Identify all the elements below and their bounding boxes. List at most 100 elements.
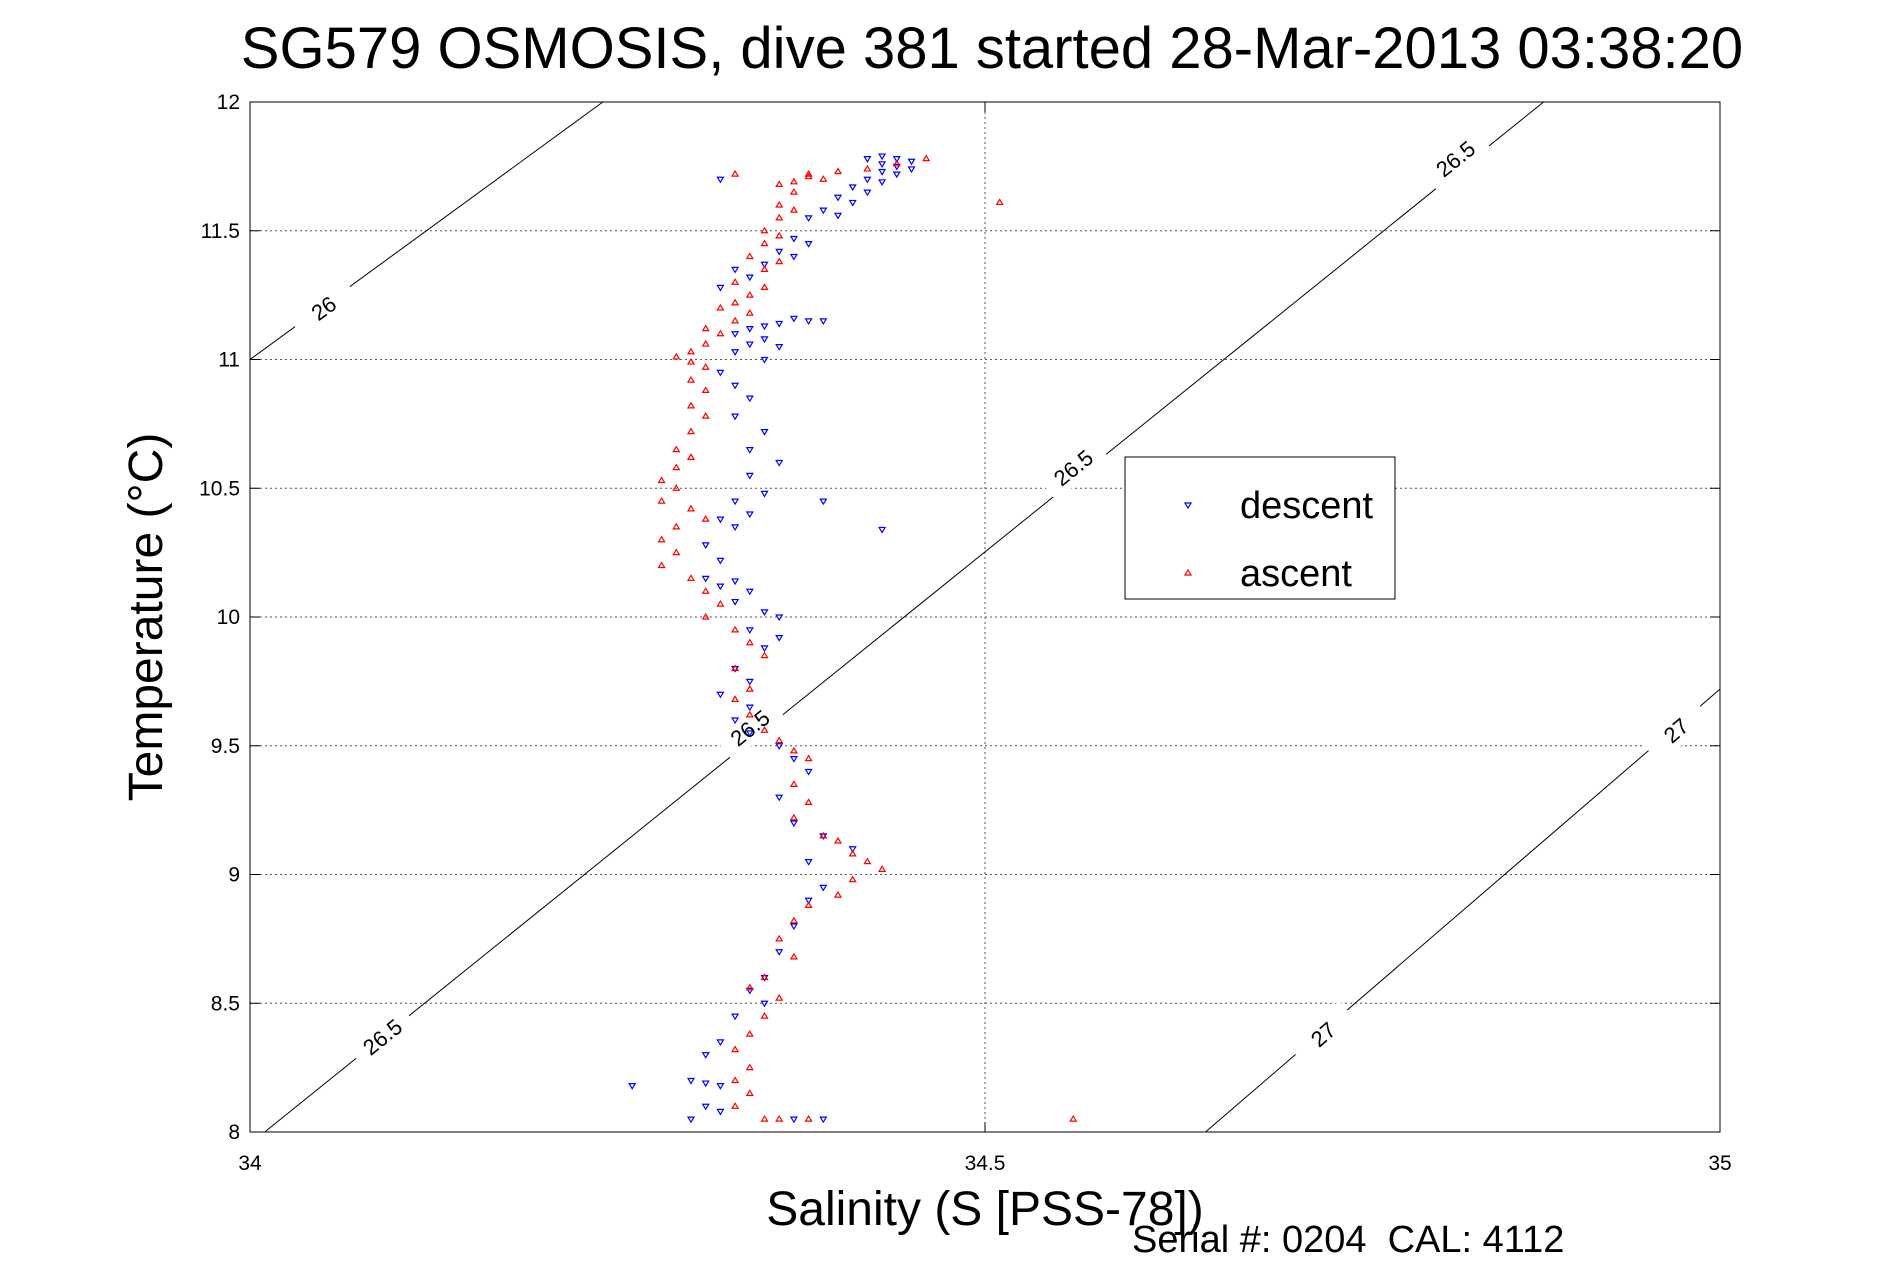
- ascent-point: [701, 339, 710, 347]
- ascent-point: [686, 357, 696, 365]
- ascent-point: [657, 476, 666, 484]
- descent-point: [716, 691, 725, 699]
- ascent-point: [892, 159, 901, 167]
- ascent-point: [789, 205, 798, 213]
- descent-point: [731, 598, 740, 606]
- descent-point: [701, 575, 710, 583]
- contour-label-bg: [346, 1003, 419, 1070]
- ascent-point: [775, 257, 784, 265]
- y-axis-ticks: 8 8.5 9 9.5 10 10.5 11 11.5 12: [199, 91, 1720, 1144]
- ascent-point: [701, 324, 710, 332]
- x-tick-label: 34: [238, 1152, 262, 1175]
- ascent-point: [848, 875, 857, 883]
- ascent-point: [863, 164, 872, 172]
- y-tick-label: 9: [228, 864, 240, 887]
- ascent-point: [789, 746, 798, 754]
- ascent-point: [686, 504, 696, 512]
- ascent-point: [672, 484, 681, 491]
- ascent-point: [731, 625, 740, 633]
- descent-point: [775, 344, 784, 351]
- descent-point: [760, 323, 769, 331]
- descent-point: [833, 212, 843, 220]
- ascent-point: [775, 736, 784, 744]
- ascent-point: [789, 916, 798, 924]
- descent-point: [848, 199, 857, 207]
- ascent-point: [863, 857, 872, 865]
- ascent-point: [833, 167, 843, 175]
- descent-point: [789, 1116, 798, 1124]
- descent-point: [804, 859, 813, 866]
- descent-point: [907, 158, 916, 166]
- descent-point: [819, 207, 828, 215]
- descent-point: [745, 704, 754, 712]
- contour-label-bg: [1419, 125, 1492, 192]
- descent-point: [878, 168, 887, 176]
- ascent-point: [819, 175, 828, 182]
- descent-point: [892, 156, 901, 163]
- descent-point: [745, 627, 754, 635]
- contour-label-bg: [287, 275, 360, 341]
- descent-point: [907, 166, 916, 174]
- ascent-legend-label: ascent: [1240, 553, 1352, 595]
- descent-point: [819, 884, 828, 892]
- descent-point: [745, 274, 754, 282]
- ascent-point: [995, 198, 1004, 206]
- ascent-point: [672, 463, 681, 471]
- ascent-point: [775, 231, 784, 239]
- ascent-point: [789, 952, 798, 960]
- ascent-point: [848, 849, 857, 857]
- descent-point: [716, 369, 725, 377]
- ascent-point: [789, 780, 798, 787]
- descent-point: [716, 176, 725, 184]
- descent-point: [716, 516, 725, 524]
- descent-point: [716, 1083, 725, 1090]
- ascent-point: [731, 169, 740, 177]
- descent-point: [760, 1000, 769, 1008]
- descent-point: [686, 1116, 696, 1124]
- ascent-point: [760, 651, 769, 659]
- ascent-point: [701, 386, 710, 393]
- y-tick-label: 8.5: [211, 992, 240, 1015]
- descent-point: [848, 846, 857, 853]
- ascent-point: [731, 1102, 740, 1109]
- descent-point: [789, 315, 798, 323]
- y-tick-label: 10: [217, 606, 240, 629]
- ascent-point: [833, 836, 843, 844]
- ascent-point: [804, 172, 813, 180]
- ascent-point: [731, 298, 740, 306]
- descent-point: [804, 241, 813, 248]
- descent-point: [878, 179, 887, 186]
- descent-point: [878, 526, 887, 534]
- descent-point: [789, 235, 798, 243]
- data-points: [628, 153, 1078, 1124]
- descent-point: [878, 153, 887, 161]
- descent-point: [701, 1052, 710, 1059]
- isopycnal-line: [1205, 688, 1721, 1133]
- ascent-point: [789, 813, 798, 821]
- descent-legend-label: descent: [1240, 485, 1374, 527]
- ascent-point: [731, 316, 740, 324]
- ascent-point: [760, 726, 769, 733]
- descent-point: [848, 184, 857, 192]
- descent-point: [745, 447, 754, 454]
- legend-box: [1124, 456, 1396, 600]
- ascent-point: [745, 983, 754, 991]
- descent-point: [789, 253, 798, 261]
- descent-point: [789, 923, 798, 931]
- ascent-point: [657, 561, 666, 569]
- descent-point: [775, 459, 784, 467]
- ascent-point: [745, 290, 754, 298]
- ascent-point: [701, 363, 710, 370]
- legend: descent ascent: [1124, 456, 1396, 600]
- descent-point: [716, 284, 725, 292]
- ascent-point: [731, 664, 740, 672]
- ascent-point: [922, 154, 931, 162]
- ascent-point: [775, 180, 784, 187]
- descent-point: [775, 320, 784, 328]
- descent-point: [804, 215, 813, 223]
- ascent-point: [716, 303, 725, 311]
- descent-point: [833, 194, 843, 202]
- ascent-point: [686, 574, 696, 581]
- descent-point: [745, 395, 754, 403]
